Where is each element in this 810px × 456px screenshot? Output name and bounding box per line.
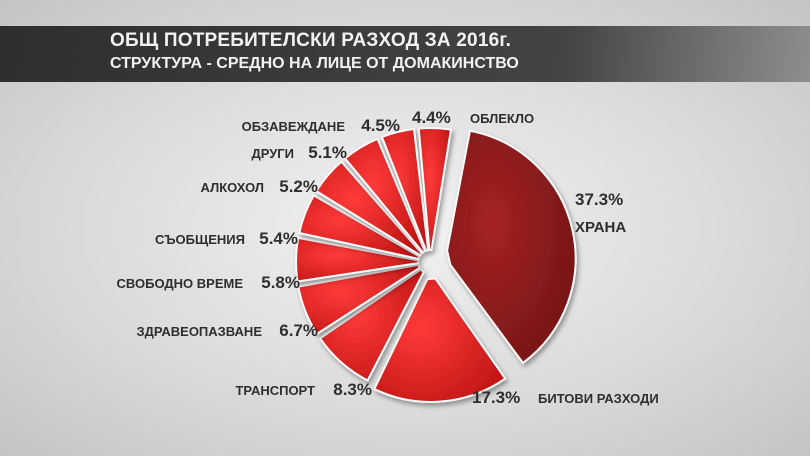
slice-category-label: ЗДРАВЕОПАЗВАНЕ (136, 324, 262, 339)
pie-slice-1 (446, 129, 577, 365)
pie-slice-5 (295, 236, 420, 283)
slice-value-label: 6.7% (279, 321, 318, 340)
slice-value-label: 5.4% (259, 229, 298, 248)
slice-value-label: 4.5% (361, 116, 400, 135)
chart-title: ОБЩ ПОТРЕБИТЕЛСКИ РАЗХОД ЗА 2016г. (110, 30, 512, 51)
pie-slice-7 (314, 160, 423, 257)
slice-category-label: ТРАНСПОРТ (235, 383, 315, 398)
slice-value-label: 8.3% (333, 380, 372, 399)
pie-slice-6 (298, 194, 421, 261)
slice-category-label: ОБЗАВЕЖДАНЕ (242, 119, 346, 134)
slice-category-label: ДРУГИ (251, 146, 294, 161)
slice-category-label: СВОБОДНО ВРЕМЕ (117, 276, 244, 291)
pie-slice-9 (380, 127, 430, 252)
pie-slice-3 (318, 268, 425, 382)
slice-value-label: 37.3% (575, 190, 623, 209)
pie-slice-4 (297, 263, 421, 336)
chart-subtitle: СТРУКТУРА - СРЕДНО НА ЛИЦЕ ОТ ДОМАКИНСТВ… (110, 55, 519, 72)
slice-category-label: СЪОБЩЕНИЯ (155, 232, 245, 247)
slice-category-label: БИТОВИ РАЗХОДИ (538, 391, 659, 406)
slice-value-label: 4.4% (412, 108, 451, 127)
slice-value-label: 17.3% (472, 388, 520, 407)
pie-slice-2 (372, 277, 507, 403)
title-bar (0, 26, 810, 82)
pie-slice-8 (343, 137, 427, 254)
slice-category-label: ОБЛЕКЛО (470, 111, 534, 126)
slice-category-label: ХРАНА (575, 219, 626, 236)
slice-category-label: АЛКОХОЛ (201, 180, 264, 195)
slice-value-label: 5.8% (261, 273, 300, 292)
slice-value-label: 5.1% (308, 143, 347, 162)
pie-slice-10 (417, 127, 453, 252)
slice-value-label: 5.2% (279, 177, 318, 196)
